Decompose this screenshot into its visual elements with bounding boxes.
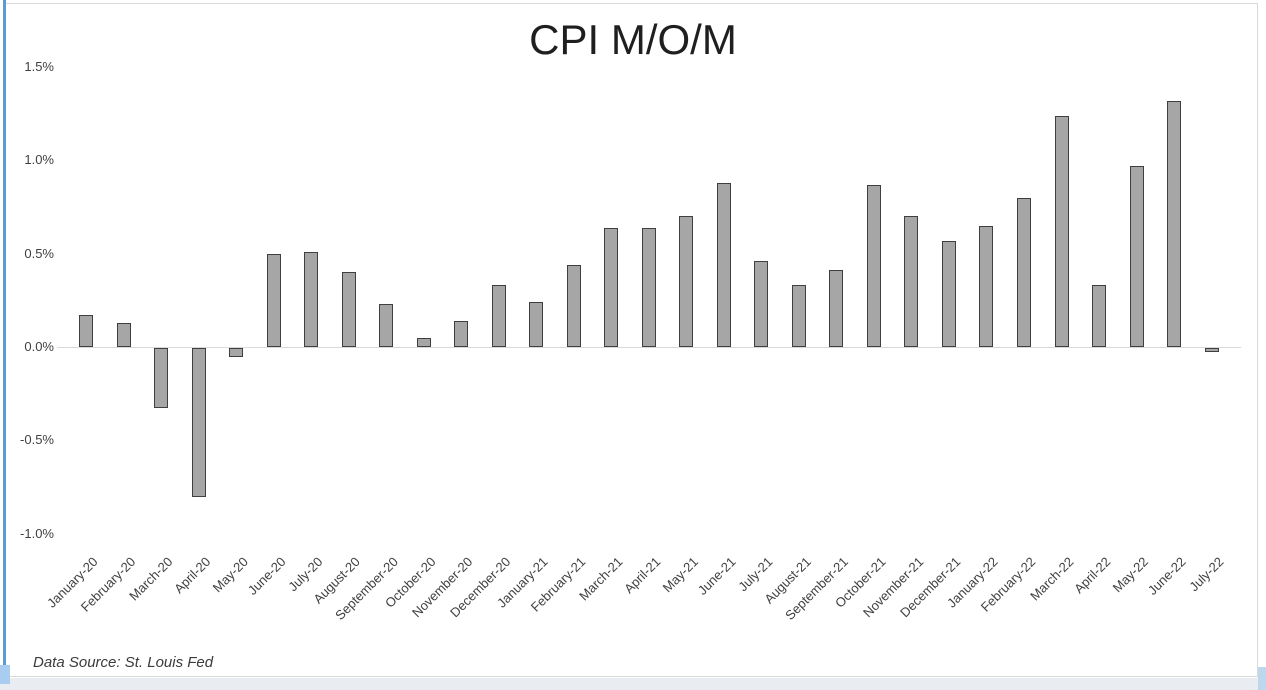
bar-August-20[interactable] bbox=[341, 272, 356, 347]
bar-November-21[interactable] bbox=[904, 216, 919, 347]
bar-August-21[interactable] bbox=[791, 285, 806, 347]
bar-June-22[interactable] bbox=[1167, 100, 1182, 347]
bar-December-21[interactable] bbox=[941, 240, 956, 347]
bar-February-21[interactable] bbox=[566, 264, 581, 347]
bar-January-21[interactable] bbox=[529, 302, 544, 347]
bar-May-21[interactable] bbox=[679, 216, 694, 347]
bar-September-21[interactable] bbox=[829, 270, 844, 347]
bar-May-20[interactable] bbox=[229, 348, 244, 358]
sheet-corner-block-right bbox=[1258, 667, 1266, 690]
bar-September-20[interactable] bbox=[379, 304, 394, 347]
bar-June-21[interactable] bbox=[716, 182, 731, 347]
sheet-left-edge-line bbox=[3, 0, 6, 666]
sheet-corner-block-left bbox=[0, 665, 10, 684]
bar-March-22[interactable] bbox=[1054, 115, 1069, 347]
chart-area[interactable] bbox=[4, 3, 1258, 677]
y-tick-label: -0.5% bbox=[20, 432, 54, 448]
bar-March-20[interactable] bbox=[154, 348, 169, 408]
bar-July-20[interactable] bbox=[304, 251, 319, 347]
y-tick-label: 1.5% bbox=[24, 58, 54, 74]
bar-February-22[interactable] bbox=[1017, 197, 1031, 347]
chart-title: CPI M/O/M bbox=[529, 16, 737, 63]
bar-December-20[interactable] bbox=[491, 285, 506, 347]
zero-axis-line bbox=[57, 347, 1241, 348]
bar-June-20[interactable] bbox=[266, 253, 281, 347]
y-tick-label: 1.0% bbox=[24, 152, 54, 168]
y-tick-label: -1.0% bbox=[20, 525, 54, 541]
bar-March-21[interactable] bbox=[604, 227, 619, 347]
bar-April-20[interactable] bbox=[191, 348, 206, 498]
bar-July-22[interactable] bbox=[1204, 348, 1219, 352]
data-source-note: Data Source: St. Louis Fed bbox=[33, 654, 214, 671]
bar-April-22[interactable] bbox=[1092, 285, 1107, 347]
bar-October-21[interactable] bbox=[866, 184, 881, 347]
bar-January-20[interactable] bbox=[79, 315, 93, 347]
bar-October-20[interactable] bbox=[416, 337, 431, 347]
y-tick-label: 0.5% bbox=[24, 245, 54, 261]
bar-November-20[interactable] bbox=[454, 320, 469, 347]
bar-February-20[interactable] bbox=[116, 322, 131, 347]
sheet-bottom-strip bbox=[0, 678, 1266, 690]
bar-April-21[interactable] bbox=[641, 227, 656, 347]
y-tick-label: 0.0% bbox=[24, 339, 54, 354]
bar-May-22[interactable] bbox=[1129, 165, 1144, 347]
bar-July-21[interactable] bbox=[754, 261, 769, 347]
bar-January-22[interactable] bbox=[979, 225, 994, 347]
